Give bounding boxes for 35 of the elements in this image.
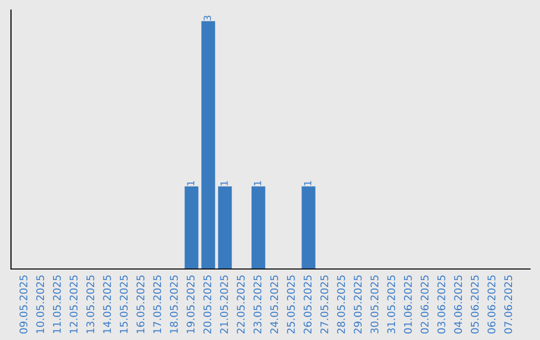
x-tick-label: 05.06.2025 [470, 275, 479, 334]
x-tick-label: 25.05.2025 [286, 275, 295, 334]
x-tick-label: 04.06.2025 [454, 275, 462, 334]
x-tick-label: 19.05.2025 [186, 275, 195, 334]
data-label: 1 [187, 181, 194, 186]
x-tick-label: 02.06.2025 [420, 275, 429, 334]
data-label: 3 [204, 16, 212, 20]
x-tick-label: 30.05.2025 [370, 275, 378, 334]
x-tick-label: 10.05.2025 [36, 275, 44, 334]
data-label: 1 [220, 181, 228, 186]
x-tick-label: 11.05.2025 [52, 275, 61, 334]
x-tick-label: 13.05.2025 [86, 275, 94, 334]
x-tick-label: 01.06.2025 [404, 275, 412, 334]
x-tick-label: 20.05.2025 [203, 275, 212, 334]
x-tick-label: 03.06.2025 [437, 275, 446, 334]
x-tick-label: 07.06.2025 [504, 275, 512, 334]
x-tick-label: 12.05.2025 [70, 275, 78, 334]
x-tick-label: 26.05.2025 [304, 275, 312, 334]
x-tick-label: 21.05.2025 [220, 275, 228, 334]
x-tick-label: 28.05.2025 [337, 275, 345, 334]
x-tick-label: 14.05.2025 [103, 275, 111, 334]
data-label: 1 [304, 181, 312, 186]
x-tick-label: 17.05.2025 [153, 275, 162, 334]
x-tick-label: 29.05.2025 [354, 275, 362, 334]
data-label: 1 [254, 181, 262, 186]
x-tick-label: 09.05.2025 [20, 275, 28, 334]
x-tick-label: 16.05.2025 [136, 275, 144, 334]
x-tick-label: 15.05.2025 [120, 275, 128, 334]
x-tick-label: 23.05.2025 [254, 275, 262, 334]
x-tick-label: 18.05.2025 [170, 275, 178, 334]
x-tick-label: 22.05.2025 [236, 275, 245, 334]
x-tick-label: 06.06.2025 [488, 275, 496, 334]
x-tick-label: 27.05.2025 [320, 275, 328, 334]
x-tick-label: 24.05.2025 [270, 275, 278, 334]
x-tick-label: 31.05.2025 [387, 275, 396, 334]
